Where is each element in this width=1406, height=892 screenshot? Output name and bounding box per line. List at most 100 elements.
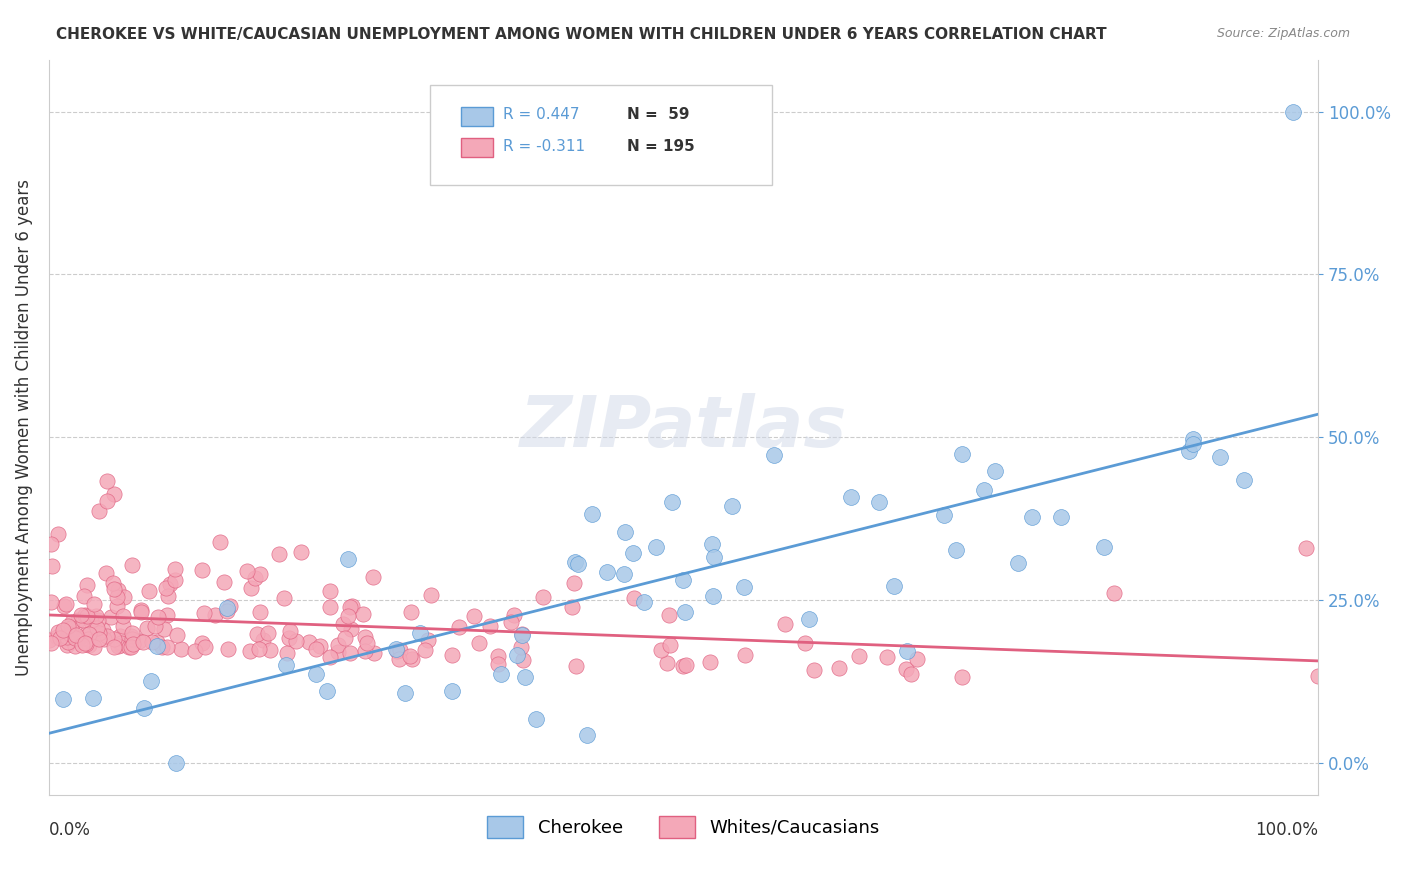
Point — [672, 573, 695, 587]
Point — [217, 601, 239, 615]
Point — [62, 615, 84, 630]
Point — [184, 644, 207, 658]
Point — [896, 643, 918, 657]
Point — [284, 634, 307, 648]
Point — [59, 621, 82, 635]
Point — [39, 595, 62, 609]
Point — [103, 575, 125, 590]
Point — [673, 605, 696, 619]
Point — [337, 552, 360, 566]
Text: 0.0%: 0.0% — [49, 822, 91, 839]
Point — [512, 652, 534, 666]
Point — [326, 645, 349, 659]
Point — [100, 610, 122, 624]
Point — [621, 546, 644, 560]
Point — [249, 567, 271, 582]
Point — [107, 582, 129, 597]
Point — [486, 649, 509, 664]
Point — [702, 590, 724, 604]
Point — [564, 575, 586, 590]
Point — [259, 642, 281, 657]
Point — [87, 614, 110, 628]
Point — [80, 614, 103, 628]
Point — [112, 609, 135, 624]
Point — [332, 617, 354, 632]
Point — [107, 639, 129, 653]
Point — [734, 648, 756, 663]
Point — [384, 642, 406, 657]
Point — [388, 652, 411, 666]
Point — [418, 633, 440, 648]
Point — [67, 631, 90, 645]
Point — [89, 632, 111, 646]
Point — [49, 632, 72, 646]
Point — [112, 591, 135, 605]
Text: 100.0%: 100.0% — [1256, 822, 1319, 839]
Point — [148, 610, 170, 624]
Point — [156, 589, 179, 603]
Point — [803, 664, 825, 678]
Point — [650, 642, 672, 657]
Point — [510, 640, 533, 654]
Y-axis label: Unemployment Among Women with Children Under 6 years: Unemployment Among Women with Children U… — [15, 179, 32, 676]
Point — [46, 630, 69, 644]
Point — [675, 658, 697, 673]
Point — [257, 626, 280, 640]
Point — [441, 648, 464, 662]
Point — [950, 670, 973, 684]
Point — [793, 636, 815, 650]
Point — [700, 537, 723, 551]
Point — [1178, 443, 1201, 458]
Point — [1308, 669, 1330, 683]
Point — [107, 599, 129, 613]
Point — [41, 537, 63, 551]
Point — [501, 615, 523, 630]
Point — [105, 590, 128, 604]
Point — [387, 644, 409, 658]
Point — [797, 612, 820, 626]
Point — [194, 640, 217, 654]
Point — [165, 573, 187, 587]
Point — [1282, 104, 1305, 119]
Point — [150, 640, 173, 655]
Legend: Cherokee, Whites/Caucasians: Cherokee, Whites/Caucasians — [479, 809, 887, 846]
Point — [96, 493, 118, 508]
Point — [290, 545, 312, 559]
Point — [441, 684, 464, 698]
Point — [52, 623, 75, 637]
Point — [214, 574, 236, 589]
Point — [145, 639, 167, 653]
Point — [276, 646, 298, 660]
Point — [246, 626, 269, 640]
Point — [218, 599, 240, 613]
Text: R = -0.311: R = -0.311 — [503, 139, 585, 154]
Point — [52, 692, 75, 706]
Point — [398, 648, 420, 663]
Point — [141, 674, 163, 689]
Point — [319, 650, 342, 665]
Point — [73, 636, 96, 650]
Point — [703, 549, 725, 564]
Point — [46, 625, 69, 640]
Point — [96, 474, 118, 488]
Point — [581, 507, 603, 521]
Point — [236, 564, 259, 578]
Text: N =  59: N = 59 — [627, 107, 689, 122]
Point — [146, 635, 169, 649]
Point — [84, 609, 107, 624]
Point — [245, 571, 267, 585]
Point — [217, 604, 239, 618]
Point — [56, 639, 79, 653]
Point — [83, 597, 105, 611]
Point — [661, 494, 683, 508]
Point — [363, 646, 385, 660]
Point — [305, 666, 328, 681]
Point — [73, 608, 96, 623]
Point — [53, 599, 76, 613]
Point — [159, 577, 181, 591]
Point — [564, 555, 586, 569]
Point — [658, 607, 681, 622]
Point — [55, 597, 77, 611]
Point — [77, 632, 100, 647]
Point — [506, 648, 529, 662]
